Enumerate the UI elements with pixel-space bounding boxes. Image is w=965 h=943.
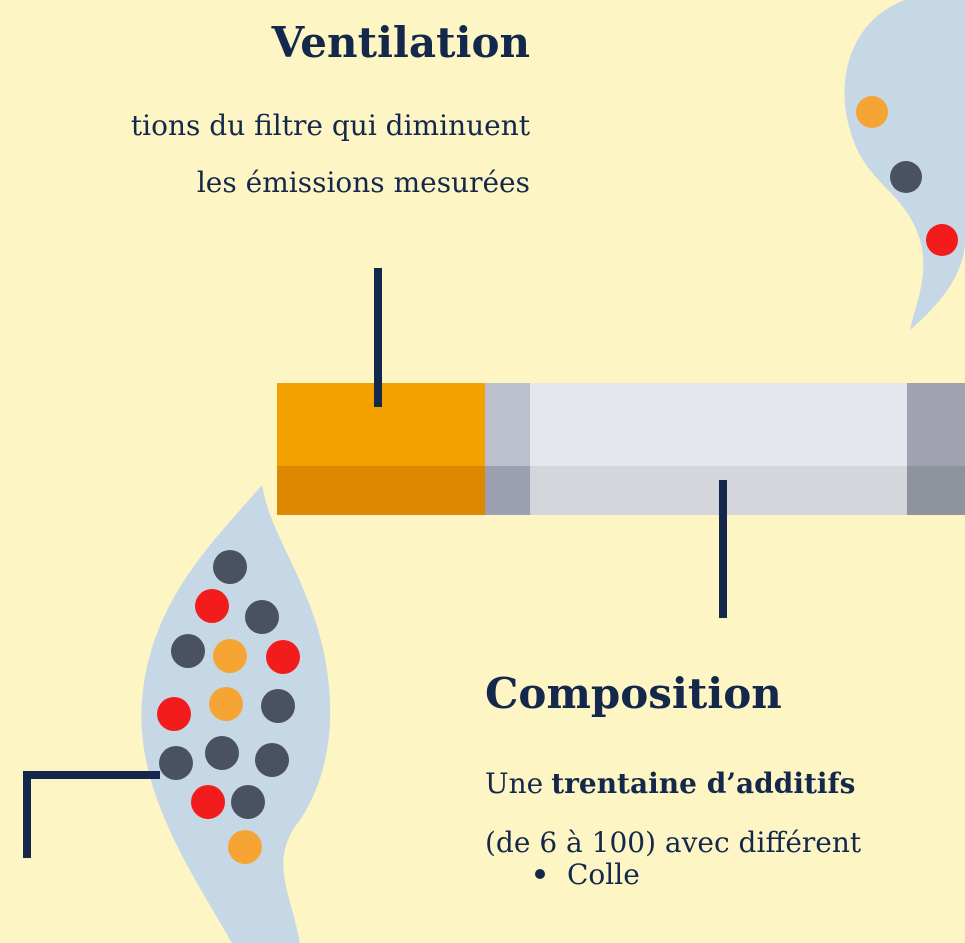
section-title: Composition — [485, 669, 782, 718]
particle — [231, 785, 265, 819]
description: tions du filtre qui diminuent — [131, 109, 531, 142]
particle — [195, 589, 229, 623]
particle — [245, 600, 279, 634]
connector — [23, 771, 160, 858]
particle — [228, 830, 262, 864]
particle — [213, 639, 247, 673]
particle — [856, 96, 888, 128]
particle — [255, 743, 289, 777]
emphasis: trentaine d’additifs — [551, 767, 855, 800]
description: les émissions mesurées — [197, 166, 530, 199]
particle — [191, 785, 225, 819]
paper-shade — [530, 466, 907, 515]
particle — [926, 224, 958, 256]
band — [485, 383, 530, 466]
band-shade — [485, 466, 530, 515]
bullet — [535, 869, 545, 879]
section-title: Ventilation — [271, 18, 530, 67]
paper — [530, 383, 907, 466]
filter-shade — [277, 466, 485, 515]
particle — [266, 640, 300, 674]
particles — [157, 550, 300, 864]
particle — [157, 697, 191, 731]
particle — [209, 687, 243, 721]
particle — [205, 736, 239, 770]
cigarette — [277, 383, 965, 515]
particle — [171, 634, 205, 668]
particle — [159, 746, 193, 780]
tip — [907, 383, 965, 466]
description: (de 6 à 100) avec différent — [485, 826, 862, 859]
text: Une — [485, 767, 543, 800]
list-item: Colle — [567, 858, 640, 891]
tip-shade — [907, 466, 965, 515]
particle — [890, 161, 922, 193]
description: Une trentaine d’additifs — [485, 767, 855, 800]
particle — [213, 550, 247, 584]
particle — [261, 689, 295, 723]
